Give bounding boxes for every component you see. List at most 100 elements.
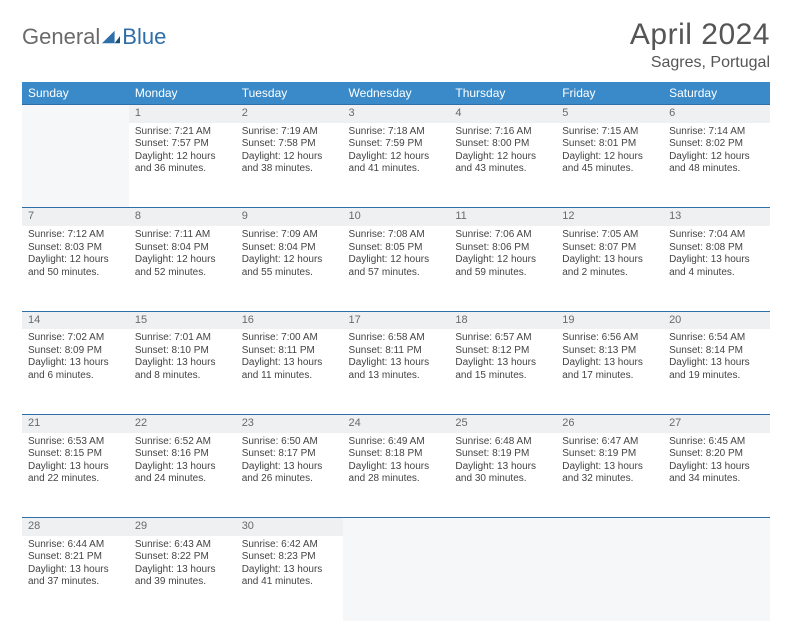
- daylight-text: Daylight: 13 hours and 17 minutes.: [562, 357, 657, 382]
- sunrise-text: Sunrise: 6:47 AM: [562, 436, 657, 449]
- sunset-text: Sunset: 8:16 PM: [135, 448, 230, 461]
- day-cell: Sunrise: 7:15 AMSunset: 8:01 PMDaylight:…: [556, 123, 663, 208]
- day-body-row: Sunrise: 6:44 AMSunset: 8:21 PMDaylight:…: [22, 536, 770, 621]
- day-cell: Sunrise: 7:08 AMSunset: 8:05 PMDaylight:…: [343, 226, 450, 311]
- location: Sagres, Portugal: [630, 54, 770, 72]
- day-cell: Sunrise: 6:43 AMSunset: 8:22 PMDaylight:…: [129, 536, 236, 621]
- day-number: 25: [449, 414, 556, 432]
- sunset-text: Sunset: 8:13 PM: [562, 345, 657, 358]
- day-cell: Sunrise: 6:54 AMSunset: 8:14 PMDaylight:…: [663, 329, 770, 414]
- logo-text-general: General: [22, 24, 100, 50]
- daylight-text: Daylight: 12 hours and 48 minutes.: [669, 151, 764, 176]
- sunrise-text: Sunrise: 7:06 AM: [455, 229, 550, 242]
- sunrise-text: Sunrise: 7:21 AM: [135, 126, 230, 139]
- day-cell: Sunrise: 6:52 AMSunset: 8:16 PMDaylight:…: [129, 433, 236, 518]
- daylight-text: Daylight: 13 hours and 28 minutes.: [349, 461, 444, 486]
- sunset-text: Sunset: 8:17 PM: [242, 448, 337, 461]
- daylight-text: Daylight: 12 hours and 52 minutes.: [135, 254, 230, 279]
- sunrise-text: Sunrise: 7:15 AM: [562, 126, 657, 139]
- sunrise-text: Sunrise: 7:08 AM: [349, 229, 444, 242]
- sunrise-text: Sunrise: 7:11 AM: [135, 229, 230, 242]
- day-cell: Sunrise: 7:04 AMSunset: 8:08 PMDaylight:…: [663, 226, 770, 311]
- sunrise-text: Sunrise: 7:12 AM: [28, 229, 123, 242]
- sunset-text: Sunset: 8:09 PM: [28, 345, 123, 358]
- day-cell: Sunrise: 7:18 AMSunset: 7:59 PMDaylight:…: [343, 123, 450, 208]
- day-cell: Sunrise: 6:50 AMSunset: 8:17 PMDaylight:…: [236, 433, 343, 518]
- sunrise-text: Sunrise: 6:57 AM: [455, 332, 550, 345]
- daylight-text: Daylight: 13 hours and 41 minutes.: [242, 564, 337, 589]
- day-cell: Sunrise: 7:05 AMSunset: 8:07 PMDaylight:…: [556, 226, 663, 311]
- day-number-row: 78910111213: [22, 208, 770, 226]
- sunset-text: Sunset: 8:11 PM: [349, 345, 444, 358]
- sunset-text: Sunset: 7:58 PM: [242, 138, 337, 151]
- day-cell: Sunrise: 7:12 AMSunset: 8:03 PMDaylight:…: [22, 226, 129, 311]
- day-cell: Sunrise: 6:49 AMSunset: 8:18 PMDaylight:…: [343, 433, 450, 518]
- day-cell: Sunrise: 6:48 AMSunset: 8:19 PMDaylight:…: [449, 433, 556, 518]
- day-cell: [22, 123, 129, 208]
- daylight-text: Daylight: 13 hours and 24 minutes.: [135, 461, 230, 486]
- daylight-text: Daylight: 12 hours and 55 minutes.: [242, 254, 337, 279]
- day-cell: Sunrise: 7:02 AMSunset: 8:09 PMDaylight:…: [22, 329, 129, 414]
- sunrise-text: Sunrise: 7:16 AM: [455, 126, 550, 139]
- sunset-text: Sunset: 8:19 PM: [562, 448, 657, 461]
- weekday-header: Thursday: [449, 82, 556, 105]
- day-number: 12: [556, 208, 663, 226]
- daylight-text: Daylight: 12 hours and 38 minutes.: [242, 151, 337, 176]
- day-number: [556, 518, 663, 536]
- day-number: 3: [343, 105, 450, 123]
- logo-mark-icon: [102, 30, 120, 44]
- daylight-text: Daylight: 12 hours and 59 minutes.: [455, 254, 550, 279]
- sunset-text: Sunset: 8:22 PM: [135, 551, 230, 564]
- sunrise-text: Sunrise: 7:14 AM: [669, 126, 764, 139]
- day-number: 22: [129, 414, 236, 432]
- day-cell: Sunrise: 7:14 AMSunset: 8:02 PMDaylight:…: [663, 123, 770, 208]
- sunset-text: Sunset: 8:18 PM: [349, 448, 444, 461]
- daylight-text: Daylight: 12 hours and 36 minutes.: [135, 151, 230, 176]
- day-cell: Sunrise: 6:56 AMSunset: 8:13 PMDaylight:…: [556, 329, 663, 414]
- day-number: 10: [343, 208, 450, 226]
- day-number-row: 282930: [22, 518, 770, 536]
- daylight-text: Daylight: 13 hours and 11 minutes.: [242, 357, 337, 382]
- day-number-row: 21222324252627: [22, 414, 770, 432]
- day-cell: Sunrise: 7:11 AMSunset: 8:04 PMDaylight:…: [129, 226, 236, 311]
- sunset-text: Sunset: 8:14 PM: [669, 345, 764, 358]
- logo-text-blue: Blue: [122, 24, 166, 50]
- daylight-text: Daylight: 12 hours and 57 minutes.: [349, 254, 444, 279]
- day-cell: [449, 536, 556, 621]
- sunrise-text: Sunrise: 6:43 AM: [135, 539, 230, 552]
- sunset-text: Sunset: 8:10 PM: [135, 345, 230, 358]
- header: General Blue April 2024 Sagres, Portugal: [22, 18, 770, 72]
- sunrise-text: Sunrise: 6:42 AM: [242, 539, 337, 552]
- sunset-text: Sunset: 8:15 PM: [28, 448, 123, 461]
- day-number-row: 123456: [22, 105, 770, 123]
- day-body-row: Sunrise: 6:53 AMSunset: 8:15 PM Daylight:…: [22, 433, 770, 518]
- logo: General Blue: [22, 24, 166, 50]
- sunrise-text: Sunrise: 7:09 AM: [242, 229, 337, 242]
- day-number: 23: [236, 414, 343, 432]
- weekday-header-row: Sunday Monday Tuesday Wednesday Thursday…: [22, 82, 770, 105]
- day-cell: Sunrise: 7:16 AMSunset: 8:00 PMDaylight:…: [449, 123, 556, 208]
- day-number: 5: [556, 105, 663, 123]
- sunrise-text: Sunrise: 6:48 AM: [455, 436, 550, 449]
- sunset-text: Sunset: 8:12 PM: [455, 345, 550, 358]
- day-cell: Sunrise: 7:00 AMSunset: 8:11 PMDaylight:…: [236, 329, 343, 414]
- weekday-header: Monday: [129, 82, 236, 105]
- day-number: 15: [129, 311, 236, 329]
- sunset-text: Sunset: 8:04 PM: [135, 242, 230, 255]
- day-number: 6: [663, 105, 770, 123]
- day-number-row: 14151617181920: [22, 311, 770, 329]
- sunset-text: Sunset: 8:04 PM: [242, 242, 337, 255]
- day-number: 18: [449, 311, 556, 329]
- day-cell: Sunrise: 7:09 AMSunset: 8:04 PMDaylight:…: [236, 226, 343, 311]
- day-cell: Sunrise: 6:44 AMSunset: 8:21 PMDaylight:…: [22, 536, 129, 621]
- daylight-text: Daylight: 13 hours and 37 minutes.: [28, 564, 123, 589]
- day-number: 21: [22, 414, 129, 432]
- day-number: 19: [556, 311, 663, 329]
- sunrise-text: Sunrise: 6:53 AM: [28, 436, 123, 449]
- sunset-text: Sunset: 8:05 PM: [349, 242, 444, 255]
- day-number: 4: [449, 105, 556, 123]
- weekday-header: Tuesday: [236, 82, 343, 105]
- sunset-text: Sunset: 7:57 PM: [135, 138, 230, 151]
- daylight-text: Daylight: 13 hours and 26 minutes.: [242, 461, 337, 486]
- sunset-text: Sunset: 8:07 PM: [562, 242, 657, 255]
